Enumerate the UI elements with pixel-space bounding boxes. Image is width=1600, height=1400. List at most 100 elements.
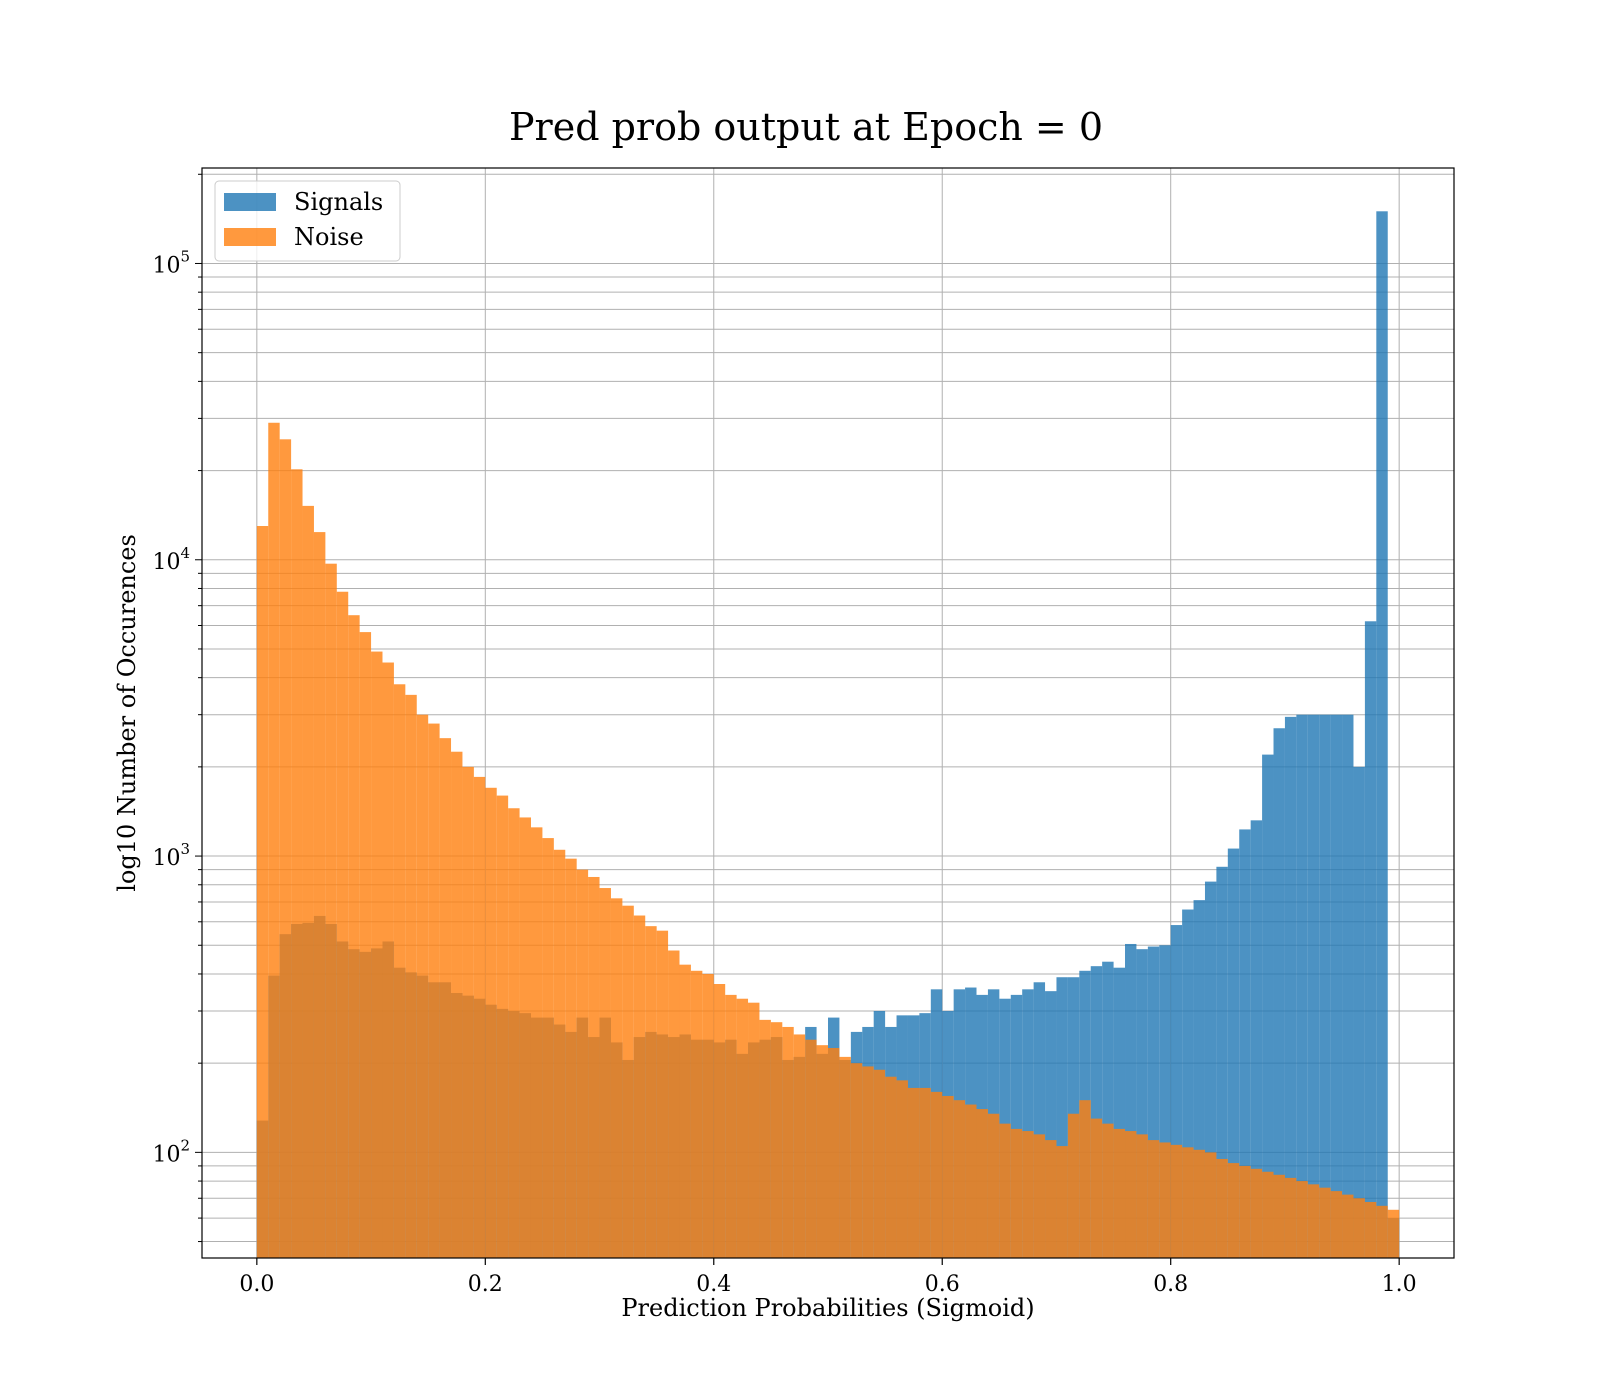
noise-bar [965, 1104, 977, 1258]
noise-bar [610, 898, 623, 1258]
x-tick-label: 0.8 [1153, 1272, 1188, 1297]
noise-bar [1045, 1140, 1057, 1258]
noise-bar [850, 1063, 863, 1258]
signals-bar [1182, 909, 1194, 1258]
noise-bar [1262, 1171, 1274, 1258]
noise-bar [656, 930, 669, 1258]
noise-bar [736, 998, 749, 1258]
noise-bar [588, 876, 600, 1258]
noise-bar [519, 817, 531, 1258]
signals-bar [1227, 848, 1240, 1258]
noise-bar [633, 915, 646, 1258]
noise-bar [1307, 1184, 1320, 1258]
noise-bar [1136, 1134, 1148, 1258]
noise-bar [530, 827, 543, 1258]
noise-bar [576, 869, 589, 1258]
x-tick-label: 0.4 [696, 1272, 731, 1297]
noise-bar [976, 1109, 988, 1258]
signals-bar [1342, 714, 1354, 1258]
noise-bar [1376, 1205, 1388, 1258]
noise-bar [485, 787, 497, 1258]
noise-bar [359, 632, 372, 1258]
noise-bar [1204, 1152, 1217, 1258]
legend-label-signals: Signals [294, 188, 383, 216]
signals-bar [1262, 754, 1274, 1258]
x-tick-label: 1.0 [1382, 1272, 1417, 1297]
signals-bar [1284, 716, 1297, 1258]
noise-bar [873, 1069, 886, 1258]
noise-bar [770, 1022, 783, 1258]
noise-bar [1364, 1201, 1377, 1258]
signals-bar [1353, 766, 1365, 1258]
noise-bar [930, 1091, 943, 1258]
noise-bar [1147, 1140, 1160, 1258]
noise-bar [325, 563, 337, 1258]
plot-frame [201, 167, 1455, 1259]
noise-bar [382, 662, 394, 1258]
noise-bar [1284, 1177, 1297, 1258]
noise-bar [268, 422, 280, 1258]
noise-bar [428, 723, 440, 1258]
noise-bar [896, 1080, 908, 1258]
noise-bar [748, 1002, 760, 1258]
noise-bar [473, 776, 486, 1258]
noise-bar [907, 1087, 920, 1258]
noise-bar [1079, 1100, 1091, 1258]
noise-bar [782, 1026, 794, 1258]
signals-bar [1364, 621, 1377, 1258]
noise-bar [1102, 1123, 1114, 1258]
noise-bars [256, 422, 1400, 1258]
noise-bar [1239, 1165, 1251, 1258]
noise-bar [668, 950, 680, 1258]
noise-bar [302, 505, 314, 1258]
noise-bar [336, 591, 349, 1258]
signals-bar [1376, 211, 1388, 1258]
noise-bar [987, 1113, 1000, 1258]
signals-bar [1273, 728, 1285, 1258]
noise-bar [816, 1045, 828, 1258]
signals-bar [1193, 900, 1205, 1258]
noise-bar [1353, 1198, 1365, 1258]
noise-bar [1273, 1174, 1285, 1258]
noise-bar [279, 439, 292, 1258]
x-axis-label: Prediction Probabilities (Sigmoid) [621, 1294, 1034, 1322]
signals-bar [1239, 829, 1251, 1258]
noise-bar [405, 694, 417, 1258]
noise-bar [1022, 1131, 1034, 1258]
noise-bar [1296, 1181, 1308, 1258]
noise-bar [1182, 1147, 1194, 1258]
noise-bar [496, 795, 509, 1258]
noise-bar [1125, 1131, 1137, 1258]
y-tick-label: 104 [152, 544, 190, 575]
signals-bar [1045, 991, 1057, 1258]
noise-bar [862, 1066, 874, 1258]
legend-swatch-noise [224, 228, 276, 246]
noise-bar [291, 469, 303, 1258]
noise-bar [1033, 1134, 1046, 1258]
noise-bar [256, 526, 269, 1258]
legend: Signals Noise [214, 180, 401, 262]
y-tick-label: 105 [152, 247, 190, 278]
signals-bar [1136, 949, 1148, 1258]
noise-bar [565, 858, 577, 1258]
x-tick-label: 0.0 [239, 1272, 274, 1297]
noise-bar [542, 838, 554, 1258]
x-tick-label: 0.2 [468, 1272, 503, 1297]
noise-bar [416, 714, 429, 1258]
noise-bar [805, 1039, 817, 1258]
noise-bar [759, 1019, 771, 1258]
signals-bar [1033, 982, 1046, 1258]
noise-bar [1387, 1209, 1400, 1258]
noise-bar [393, 684, 406, 1258]
noise-bar [999, 1123, 1011, 1258]
signals-bar [1170, 925, 1183, 1258]
x-tick-label: 0.6 [925, 1272, 960, 1297]
signals-bar [1307, 714, 1320, 1258]
noise-bar [508, 808, 520, 1258]
noise-bar [462, 766, 474, 1258]
noise-bar [1159, 1142, 1171, 1258]
noise-bar [313, 532, 326, 1258]
noise-bar [1056, 1146, 1068, 1258]
noise-bar [725, 994, 737, 1258]
signals-bar [1125, 943, 1137, 1258]
